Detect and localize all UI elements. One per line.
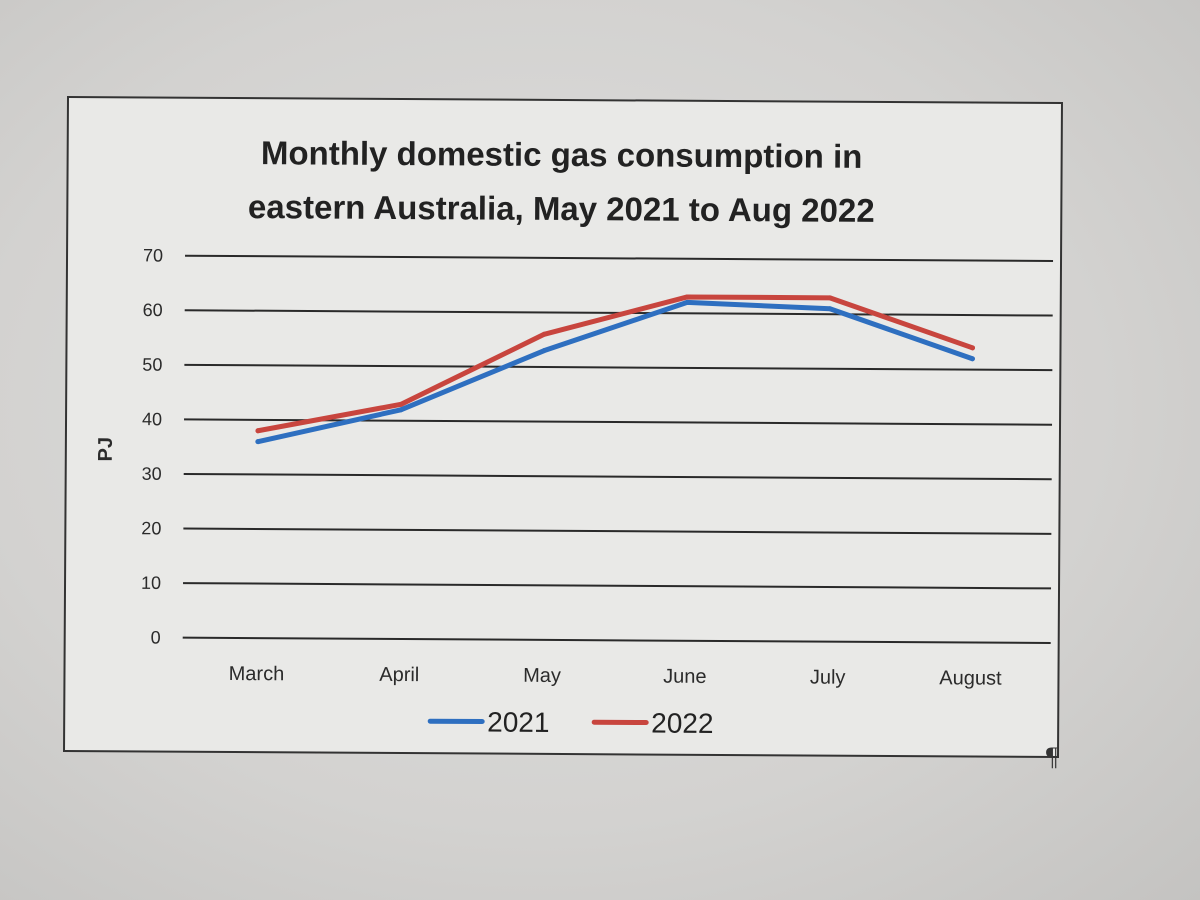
data-point-2022-march <box>255 428 261 434</box>
x-category-label-july: July <box>810 667 846 689</box>
data-point-2021-march <box>255 439 261 445</box>
data-point-2021-june <box>684 299 690 305</box>
x-category-label-august: August <box>939 667 1002 689</box>
chart-title: Monthly domestic gas consumption in east… <box>248 134 875 229</box>
chart-frame: Monthly domestic gas consumption in east… <box>63 95 1063 759</box>
gridline-0 <box>182 636 1051 644</box>
series-line-2022 <box>255 294 975 434</box>
data-point-2021-august <box>969 356 975 362</box>
y-tick-label-40: 40 <box>142 409 162 429</box>
data-point-2021-april <box>398 407 404 413</box>
legend: 2021 2022 <box>427 707 714 739</box>
x-axis-categories: March April May June July August <box>229 663 1002 690</box>
y-axis-label: PJ <box>95 437 117 462</box>
line-chart: Monthly domestic gas consumption in east… <box>63 95 1063 759</box>
legend-label-2022: 2022 <box>651 708 713 739</box>
data-point-2022-june <box>684 294 690 300</box>
data-point-2022-may <box>541 331 547 337</box>
y-tick-label-30: 30 <box>142 464 162 484</box>
y-tick-label-70: 70 <box>143 245 163 265</box>
y-tick-label-50: 50 <box>142 355 162 375</box>
data-point-2022-april <box>398 401 404 407</box>
x-category-label-march: March <box>229 663 285 685</box>
x-category-label-may: May <box>523 665 561 687</box>
gridline-40 <box>184 418 1053 426</box>
gridline-20 <box>183 527 1052 535</box>
y-tick-label-20: 20 <box>141 518 161 538</box>
gridline-70 <box>185 254 1054 262</box>
data-point-2021-july <box>827 306 833 312</box>
gridline-10 <box>183 582 1052 590</box>
y-tick-label-0: 0 <box>151 627 161 647</box>
series-line-2021 <box>255 299 975 445</box>
y-tick-label-10: 10 <box>141 573 161 593</box>
y-axis-ticks: 0 10 20 30 40 50 60 70 <box>141 245 163 647</box>
legend-label-2021: 2021 <box>487 707 549 738</box>
y-tick-label-60: 60 <box>143 300 163 320</box>
pilcrow-mark: ¶ <box>1046 742 1058 771</box>
data-point-2022-august <box>969 345 975 351</box>
series-lines <box>255 294 975 445</box>
chart-title-line-1: Monthly domestic gas consumption in <box>261 134 863 175</box>
chart-border <box>63 95 1063 759</box>
chart-title-line-2: eastern Australia, May 2021 to Aug 2022 <box>248 188 875 229</box>
data-point-2021-may <box>541 348 547 354</box>
gridline-50 <box>184 363 1053 372</box>
x-category-label-june: June <box>663 666 707 688</box>
x-category-label-april: April <box>379 664 419 686</box>
gridlines <box>182 254 1054 644</box>
gridline-30 <box>183 472 1052 481</box>
data-point-2022-july <box>827 295 833 301</box>
